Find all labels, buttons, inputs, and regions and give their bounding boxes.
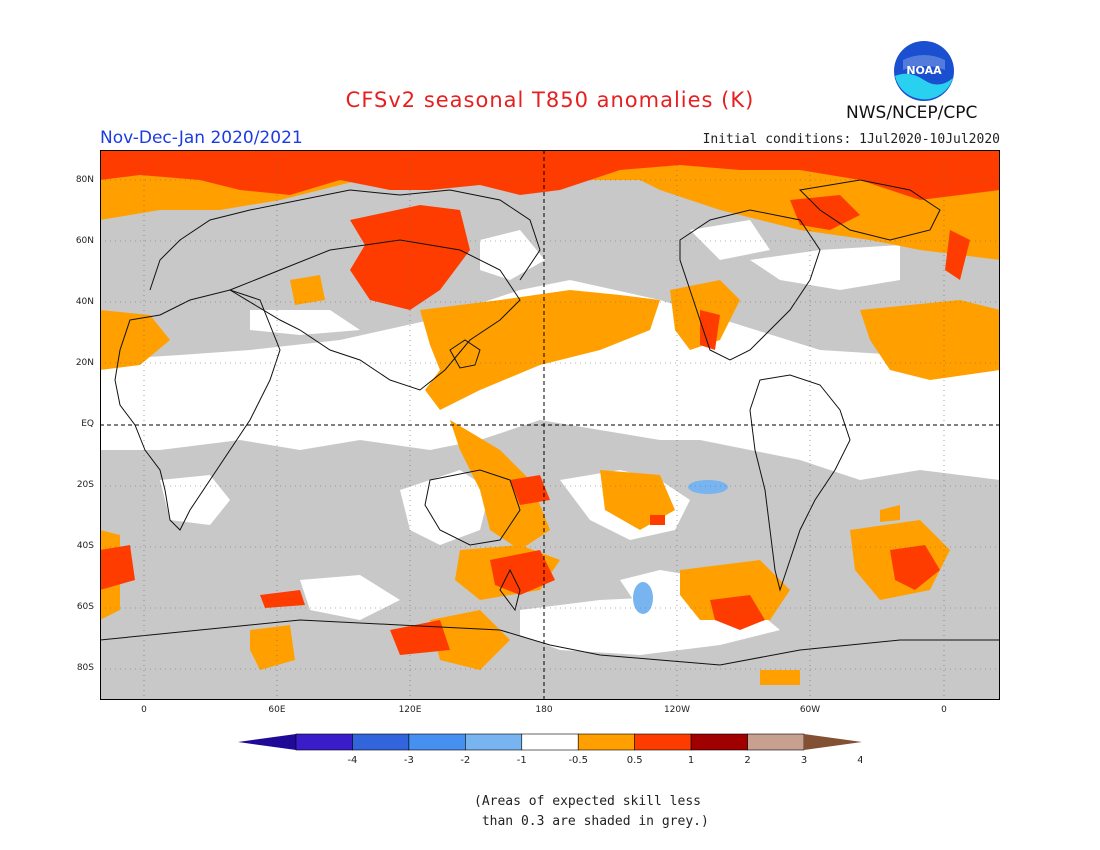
lat-label-80n: 80N bbox=[75, 175, 94, 185]
colorbar-label-0: -4 bbox=[347, 755, 357, 766]
skill-note: (Areas of expected skill less than 0.3 a… bbox=[474, 792, 709, 832]
grid-lines bbox=[100, 150, 1000, 700]
colorbar-label-1: -3 bbox=[404, 755, 414, 766]
colorbar-box-4 bbox=[521, 733, 579, 751]
colorbar-extend-high bbox=[804, 734, 862, 750]
lat-label-20s: 20S bbox=[76, 480, 94, 490]
lon-label-60w: 60W bbox=[799, 705, 821, 715]
lon-label-0-east: 0 bbox=[941, 705, 947, 715]
colorbar-box-2 bbox=[408, 733, 466, 751]
colorbar-label-2: -2 bbox=[460, 755, 470, 766]
skill-note-line1: (Areas of expected skill less bbox=[474, 794, 701, 809]
colorbar-box-1 bbox=[352, 733, 410, 751]
colorbar-label-4: -0.5 bbox=[568, 755, 588, 766]
lat-label-40n: 40N bbox=[75, 297, 94, 307]
map-frame bbox=[100, 150, 1000, 700]
map-title: CFSv2 seasonal T850 anomalies (K) bbox=[345, 88, 755, 112]
lat-label-80s: 80S bbox=[76, 663, 94, 673]
colorbar-label-8: 3 bbox=[801, 755, 807, 766]
colorbar-label-3: -1 bbox=[517, 755, 527, 766]
colorbar-box-6 bbox=[634, 733, 692, 751]
cool-spot-south-pacific bbox=[688, 480, 728, 494]
lat-label-eq: EQ bbox=[81, 419, 94, 429]
skill-note-line2: than 0.3 are shaded in grey.) bbox=[474, 814, 709, 829]
colorbar: -4 -3 -2 -1 -0.5 0.5 1 2 3 4 bbox=[238, 733, 862, 766]
colorbar-label-6: 1 bbox=[688, 755, 694, 766]
cool-spot-southern-ocean bbox=[633, 582, 653, 614]
reference-lines bbox=[100, 150, 1000, 700]
lat-label-20n: 20N bbox=[75, 358, 94, 368]
initial-conditions: Initial conditions: 1Jul2020-10Jul2020 bbox=[702, 132, 1000, 147]
colorbar-box-0 bbox=[295, 733, 353, 751]
colorbar-extend-low bbox=[238, 734, 296, 750]
forecast-period: Nov-Dec-Jan 2020/2021 bbox=[100, 128, 303, 148]
colorbar-box-5 bbox=[577, 733, 635, 751]
cool-anomaly-regions bbox=[633, 480, 728, 614]
noaa-logo-icon: NOAA bbox=[894, 41, 954, 101]
colorbar-box-7 bbox=[690, 733, 748, 751]
lon-label-180: 180 bbox=[535, 705, 553, 715]
colorbar-label-7: 2 bbox=[744, 755, 750, 766]
strong-warm-anomaly-regions bbox=[100, 150, 1000, 655]
colorbar-box-3 bbox=[465, 733, 523, 751]
lat-label-60s: 60S bbox=[76, 602, 94, 612]
lat-label-40s: 40S bbox=[76, 541, 94, 551]
lon-label-60e: 60E bbox=[268, 705, 286, 715]
colorbar-label-9: 4 bbox=[857, 755, 862, 766]
agency-label: NWS/NCEP/CPC bbox=[846, 103, 978, 123]
anomaly-map bbox=[100, 150, 1000, 700]
colorbar-label-5: 0.5 bbox=[627, 755, 643, 766]
lat-label-60n: 60N bbox=[75, 236, 94, 246]
lon-label-0: 0 bbox=[141, 705, 147, 715]
svg-text:NOAA: NOAA bbox=[906, 64, 942, 77]
coastlines bbox=[100, 179, 1000, 666]
colorbar-box-8 bbox=[747, 733, 805, 751]
lon-label-120e: 120E bbox=[398, 705, 422, 715]
lon-label-120w: 120W bbox=[663, 705, 691, 715]
